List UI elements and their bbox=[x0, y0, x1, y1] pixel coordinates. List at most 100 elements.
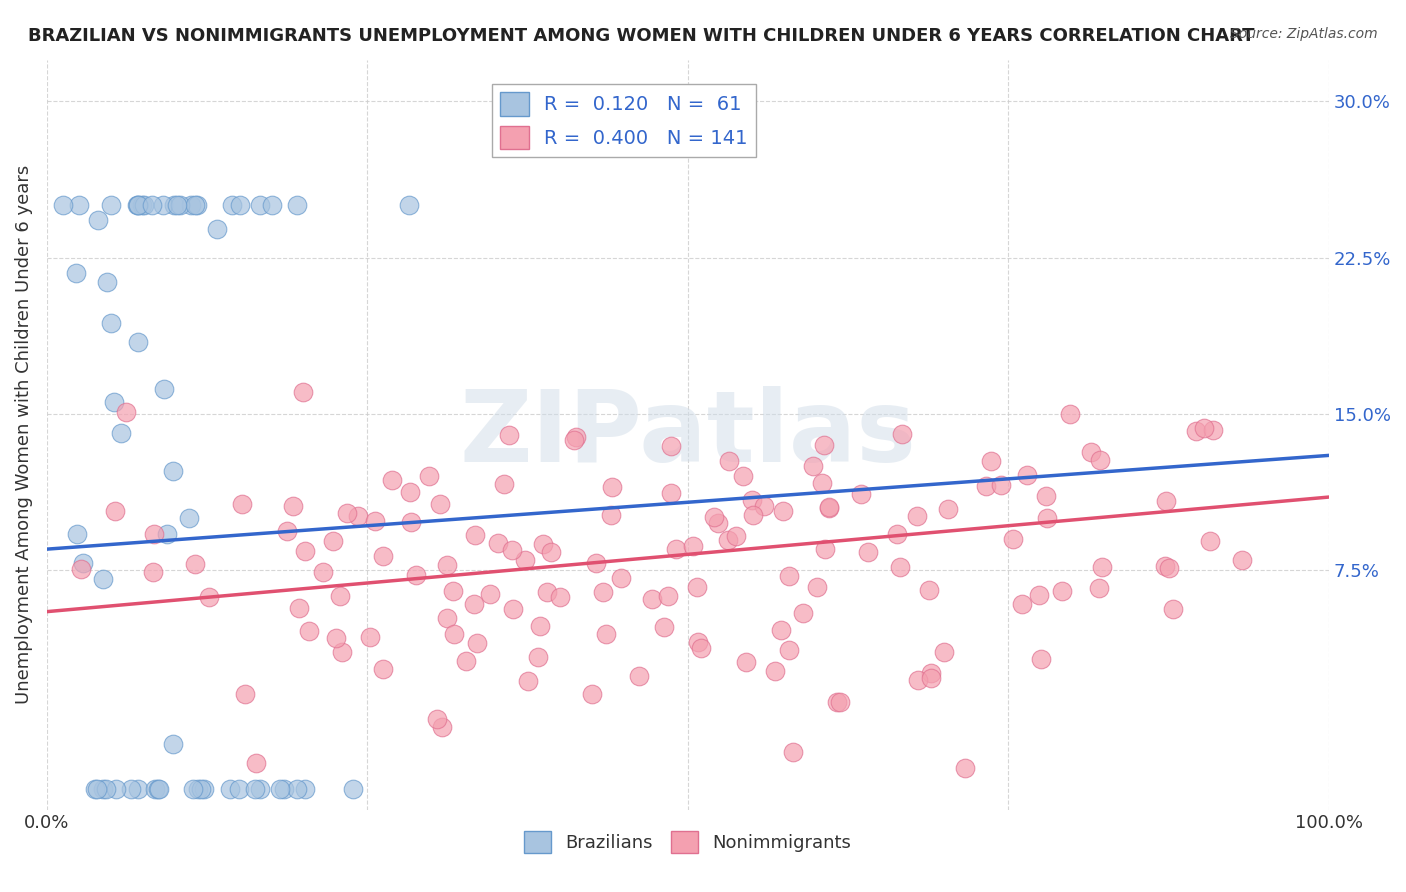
Point bbox=[231, 497, 253, 511]
Point bbox=[763, 664, 786, 678]
Point bbox=[398, 198, 420, 212]
Point bbox=[464, 528, 486, 542]
Point bbox=[858, 545, 880, 559]
Point bbox=[486, 535, 509, 549]
Point bbox=[205, 222, 228, 236]
Point bbox=[110, 425, 132, 440]
Point bbox=[325, 631, 347, 645]
Point bbox=[181, 781, 204, 796]
Point bbox=[186, 198, 208, 212]
Point bbox=[659, 438, 682, 452]
Point bbox=[134, 198, 156, 212]
Point bbox=[141, 198, 163, 212]
Point bbox=[336, 507, 359, 521]
Point bbox=[456, 654, 478, 668]
Point bbox=[146, 781, 169, 796]
Point bbox=[741, 493, 763, 508]
Point bbox=[733, 468, 755, 483]
Point bbox=[595, 627, 617, 641]
Point bbox=[91, 781, 114, 796]
Point bbox=[91, 572, 114, 586]
Point bbox=[69, 198, 91, 212]
Point bbox=[1157, 561, 1180, 575]
Point bbox=[329, 590, 352, 604]
Point bbox=[479, 587, 502, 601]
Point bbox=[285, 781, 308, 796]
Point bbox=[830, 695, 852, 709]
Point bbox=[373, 549, 395, 563]
Point bbox=[342, 781, 364, 796]
Point bbox=[100, 316, 122, 330]
Point bbox=[273, 781, 295, 796]
Point bbox=[1080, 445, 1102, 459]
Point bbox=[548, 590, 571, 604]
Point bbox=[717, 533, 740, 547]
Point bbox=[298, 624, 321, 639]
Point bbox=[1185, 424, 1208, 438]
Point bbox=[806, 580, 828, 594]
Point bbox=[436, 611, 458, 625]
Point bbox=[166, 198, 188, 212]
Point bbox=[65, 266, 87, 280]
Point bbox=[405, 567, 427, 582]
Point bbox=[1202, 423, 1225, 437]
Point bbox=[1230, 553, 1253, 567]
Point bbox=[652, 619, 675, 633]
Point bbox=[955, 761, 977, 775]
Point bbox=[891, 427, 914, 442]
Point bbox=[163, 198, 186, 212]
Point bbox=[180, 198, 202, 212]
Point bbox=[229, 198, 252, 212]
Point bbox=[703, 509, 725, 524]
Point bbox=[689, 640, 711, 655]
Point bbox=[818, 500, 841, 515]
Point bbox=[540, 545, 562, 559]
Point bbox=[1035, 489, 1057, 503]
Point bbox=[1154, 558, 1177, 573]
Point bbox=[974, 479, 997, 493]
Point bbox=[599, 508, 621, 522]
Point bbox=[685, 580, 707, 594]
Point bbox=[1199, 534, 1222, 549]
Point bbox=[66, 527, 89, 541]
Point bbox=[127, 335, 149, 350]
Point bbox=[312, 566, 335, 580]
Point bbox=[502, 601, 524, 615]
Point bbox=[659, 486, 682, 500]
Point bbox=[811, 475, 834, 490]
Point bbox=[1015, 468, 1038, 483]
Point bbox=[825, 695, 848, 709]
Point bbox=[498, 428, 520, 442]
Point bbox=[501, 543, 523, 558]
Point bbox=[96, 781, 118, 796]
Point bbox=[218, 781, 240, 796]
Point bbox=[169, 198, 191, 212]
Point bbox=[813, 438, 835, 452]
Point bbox=[131, 198, 153, 212]
Point bbox=[399, 484, 422, 499]
Point bbox=[602, 480, 624, 494]
Point bbox=[718, 453, 741, 467]
Point bbox=[934, 644, 956, 658]
Point bbox=[1088, 452, 1111, 467]
Point bbox=[628, 669, 651, 683]
Point bbox=[772, 504, 794, 518]
Point bbox=[152, 198, 174, 212]
Point bbox=[177, 511, 200, 525]
Point bbox=[198, 590, 221, 604]
Text: BRAZILIAN VS NONIMMIGRANTS UNEMPLOYMENT AMONG WOMEN WITH CHILDREN UNDER 6 YEARS : BRAZILIAN VS NONIMMIGRANTS UNEMPLOYMENT … bbox=[28, 27, 1254, 45]
Point bbox=[610, 571, 633, 585]
Point bbox=[228, 781, 250, 796]
Point bbox=[143, 527, 166, 541]
Point bbox=[432, 720, 454, 734]
Point bbox=[294, 544, 316, 558]
Point bbox=[276, 524, 298, 538]
Point bbox=[153, 382, 176, 396]
Point bbox=[782, 745, 804, 759]
Point bbox=[249, 198, 271, 212]
Legend: R =  0.120   N =  61, R =  0.400   N = 141: R = 0.120 N = 61, R = 0.400 N = 141 bbox=[492, 85, 755, 157]
Point bbox=[641, 591, 664, 606]
Point bbox=[183, 558, 205, 572]
Point bbox=[990, 478, 1012, 492]
Point bbox=[513, 553, 536, 567]
